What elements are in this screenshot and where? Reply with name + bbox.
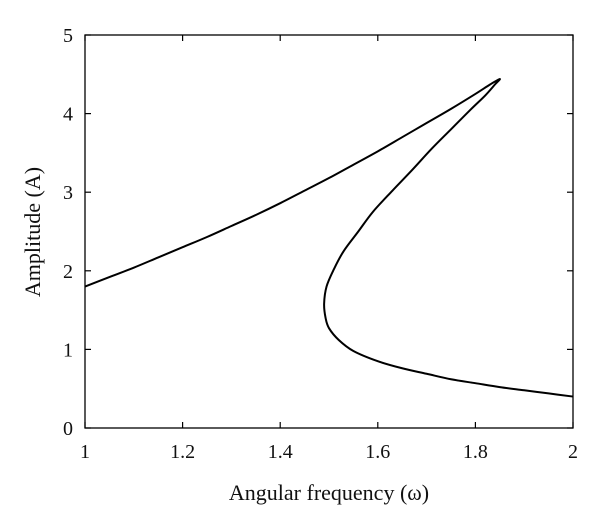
plot-frame — [84, 34, 574, 429]
y-tick-label: 2 — [63, 261, 73, 283]
y-tick-label: 4 — [63, 104, 73, 126]
x-tick-label: 1.4 — [268, 441, 293, 463]
y-tick-label: 3 — [63, 182, 73, 204]
x-tick-label: 1.6 — [365, 441, 390, 463]
y-tick-label: 1 — [63, 339, 73, 361]
y-tick-label: 5 — [63, 25, 73, 47]
y-tick-label: 0 — [63, 418, 73, 440]
x-axis-label: Angular frequency (ω) — [229, 480, 429, 505]
response-curve — [84, 78, 574, 398]
y-ticks: 0 1 2 3 4 5 — [63, 25, 573, 440]
x-tick-label: 2 — [568, 441, 578, 463]
x-tick-label: 1.2 — [170, 441, 195, 463]
x-ticks: 1 1.2 1.4 1.6 1.8 2 — [80, 35, 578, 463]
x-tick-label: 1.8 — [463, 441, 488, 463]
x-tick-label: 1 — [80, 441, 90, 463]
y-axis-label: Amplitude (A) — [20, 167, 45, 297]
